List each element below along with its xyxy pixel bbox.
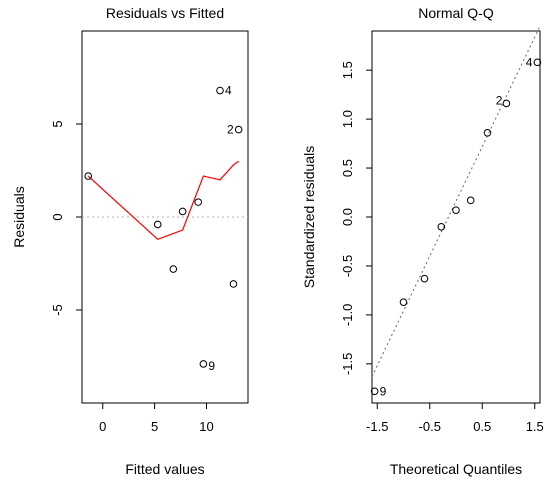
data-point [84, 172, 93, 180]
data-point [216, 86, 224, 95]
x-tick-label: 5 [151, 419, 158, 434]
residuals-vs-fitted-title: Residuals vs Fitted [106, 5, 224, 21]
qq-reference-line [371, 25, 541, 377]
y-tick-label: -1.5 [340, 353, 355, 375]
data-point [420, 274, 429, 283]
residuals-axis-title: Residuals [11, 186, 27, 247]
point-label: 4 [526, 55, 533, 69]
x-tick-label: 0.5 [473, 419, 491, 434]
point-label: 2 [227, 123, 234, 137]
x-tick-label: 0 [99, 419, 106, 434]
y-tick-label: 1.5 [340, 61, 355, 79]
y-tick-label: -0.5 [340, 255, 355, 277]
y-tick-label: 0.5 [340, 159, 355, 177]
data-point [399, 298, 408, 306]
standardized-residuals-axis-title: Standardized residuals [301, 146, 317, 288]
y-tick-label: 0 [50, 213, 65, 220]
y-tick-label: -5 [50, 304, 65, 316]
data-point [194, 198, 202, 206]
data-point [466, 196, 475, 205]
data-point [370, 387, 379, 396]
data-point [199, 360, 208, 368]
x-tick-label: 1.5 [526, 419, 544, 434]
point-label: 2 [496, 93, 503, 107]
data-point [452, 206, 460, 214]
normal-qq-frame [371, 30, 541, 404]
point-label: 9 [380, 384, 387, 398]
point-label: 9 [208, 359, 215, 373]
data-point [178, 207, 187, 216]
theoretical-quantiles-axis-title: Theoretical Quantiles [390, 461, 522, 477]
smooth-fit-line [87, 160, 240, 241]
data-point [483, 129, 492, 137]
x-tick-label: -0.5 [419, 419, 441, 434]
data-point [437, 222, 446, 231]
y-tick-label: 5 [50, 120, 65, 127]
x-tick-label: 10 [199, 419, 213, 434]
data-point [169, 265, 178, 273]
data-point [234, 125, 243, 134]
y-tick-label: 1.0 [340, 110, 355, 128]
normal-qq-panel: Normal Q-Q Theoretical Quantiles Standardi… [301, 5, 544, 477]
y-tick-label: 0.0 [340, 208, 355, 226]
normal-qq-title: Normal Q-Q [418, 5, 494, 21]
data-point [533, 58, 542, 67]
data-point [502, 99, 511, 108]
data-point [229, 280, 238, 288]
fitted-values-axis-title: Fitted values [125, 461, 204, 477]
residuals-vs-fitted-panel: Residuals vs Fitted Fitted values Residual… [11, 5, 249, 477]
data-point [153, 220, 162, 229]
point-label: 4 [225, 84, 232, 98]
x-tick-label: -1.5 [366, 419, 388, 434]
y-tick-label: -1.0 [340, 304, 355, 326]
